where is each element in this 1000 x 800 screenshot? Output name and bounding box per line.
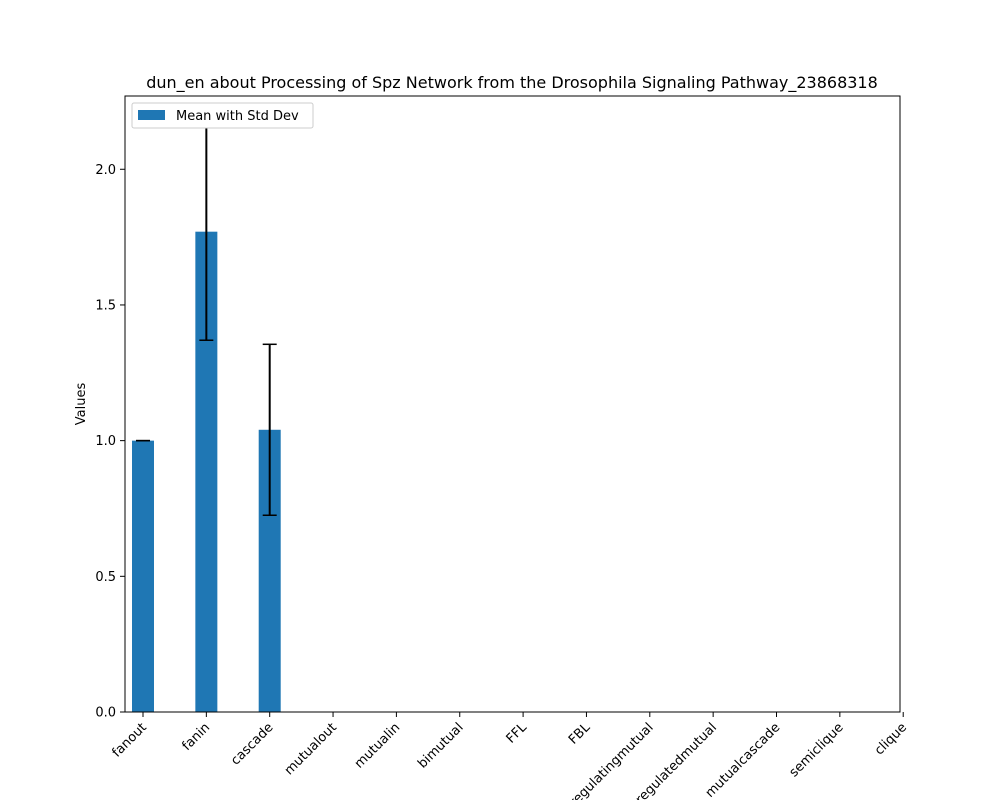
x-tick-label-mutualout: mutualout (282, 720, 340, 778)
bars-layer (132, 231, 281, 713)
plot-frame (124, 95, 901, 713)
x-tick-label-fanout: fanout (109, 720, 149, 760)
bar-cascade (258, 429, 281, 712)
x-tick-label-bimutual: bimutual (415, 720, 466, 771)
x-tick-label-FFL: FFL (504, 720, 531, 747)
legend-box (131, 102, 314, 129)
error-bars-layer (136, 122, 277, 517)
y-axis: 0.0 0.5 1.0 1.5 2.0 (95, 163, 125, 721)
legend-swatch (138, 110, 165, 120)
y-tick-label-0.5: 0.5 (95, 570, 116, 585)
legend: Mean with Std Dev (131, 102, 314, 129)
y-tick-label-1.5: 1.5 (95, 298, 116, 313)
x-tick-label-cascade: cascade (228, 720, 276, 768)
chart-title: dun_en about Processing of Spz Network f… (146, 73, 878, 93)
x-tick-label-fanin: fanin (179, 720, 213, 754)
x-tick-label-mutualin: mutualin (352, 720, 403, 771)
x-tick-label-semiclique: semiclique (787, 720, 847, 780)
bar-fanin (195, 231, 218, 713)
x-tick-label-clique: clique (872, 720, 910, 758)
legend-label: Mean with Std Dev (176, 109, 299, 124)
bar-fanout (132, 440, 154, 712)
x-axis: fanout fanin cascade mutualout mutualin bimut… (109, 712, 910, 800)
y-tick-label-0.0: 0.0 (95, 706, 116, 721)
y-tick-label-2.0: 2.0 (95, 163, 116, 178)
x-tick-label-FBL: FBL (566, 720, 594, 748)
y-tick-label-1.0: 1.0 (95, 434, 116, 449)
y-axis-label: Values (74, 383, 89, 426)
